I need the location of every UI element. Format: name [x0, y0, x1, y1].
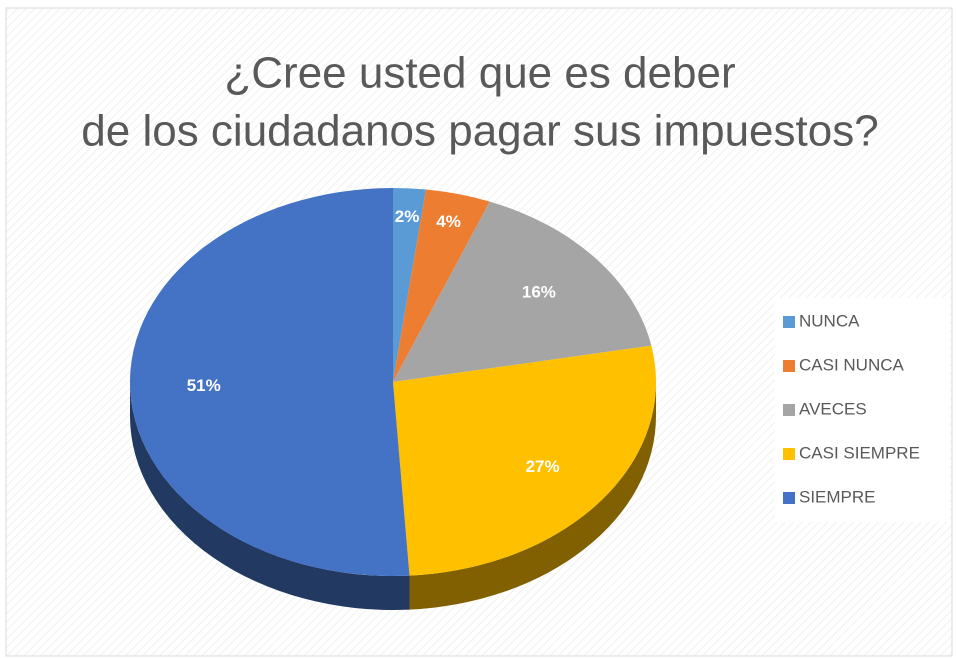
chart-title-line1: ¿Cree usted que es deber — [224, 49, 735, 98]
pie-slice — [129, 188, 410, 577]
pie-side — [130, 382, 410, 610]
pie-side — [409, 382, 656, 610]
data-label: 4% — [436, 212, 461, 231]
data-label: 2% — [395, 207, 420, 226]
legend-label: CASI NUNCA — [799, 355, 905, 374]
legend-box — [775, 298, 950, 522]
legend-label: AVECES — [799, 399, 867, 418]
legend-swatch — [783, 404, 795, 416]
legend-swatch — [783, 448, 795, 460]
pie-sides — [130, 382, 656, 610]
legend-label: NUNCA — [799, 311, 860, 330]
legend-swatch — [783, 492, 795, 504]
legend-swatch — [783, 360, 795, 372]
pie-slice — [393, 345, 656, 576]
legend-label: CASI SIEMPRE — [799, 443, 920, 462]
legend-label: SIEMPRE — [799, 487, 876, 506]
pie-slice — [393, 189, 490, 382]
pie-slice — [393, 201, 652, 382]
data-label: 27% — [526, 457, 560, 476]
data-label: 51% — [187, 376, 221, 395]
data-label: 16% — [522, 282, 556, 301]
chart-title-line2: de los ciudadanos pagar sus impuestos? — [81, 107, 878, 156]
pie-slice — [393, 188, 426, 382]
legend-swatch — [783, 316, 795, 328]
